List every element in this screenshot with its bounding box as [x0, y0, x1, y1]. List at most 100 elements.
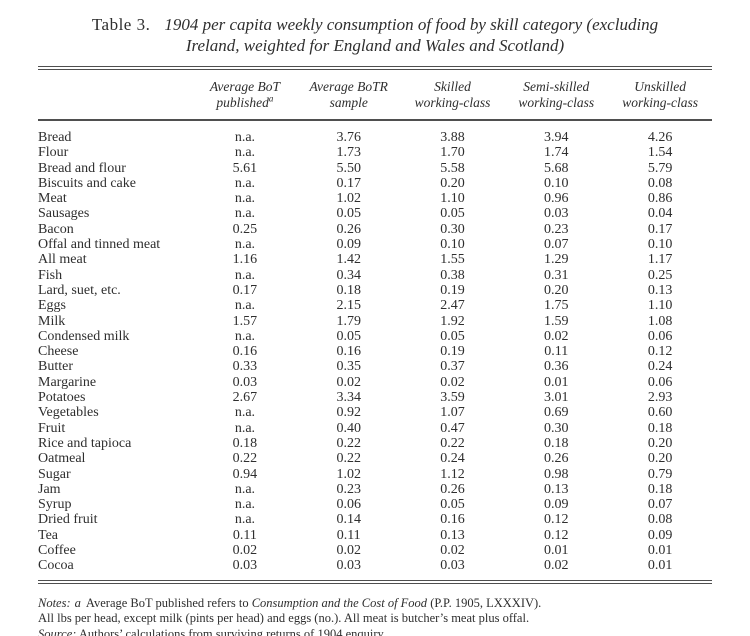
footnote-marker-a: a — [268, 93, 274, 104]
value-cell: 0.02 — [336, 543, 361, 559]
food-label: Oatmeal — [38, 451, 86, 467]
value-cell: 1.29 — [544, 252, 569, 268]
value-cell: 0.18 — [336, 282, 361, 298]
value-cell: 0.09 — [544, 497, 569, 513]
note-line-2: All lbs per head, except milk (pints per… — [38, 611, 530, 626]
value-cell: 0.02 — [440, 543, 465, 559]
food-label: Rice and tapioca — [38, 435, 132, 451]
value-cell: 0.20 — [647, 451, 673, 467]
value-cell: 0.26 — [440, 481, 465, 497]
table-row: Condensed milk n.a. 0.05 0.05 0.02 0.06 — [38, 329, 712, 344]
table-row: Biscuits and cake n.a. 0.17 0.20 0.10 0.08 — [38, 176, 712, 191]
table-row: Cheese 0.16 0.16 0.19 0.11 0.12 — [38, 344, 712, 359]
table-title-text-1: 1904 per capita weekly consumption of fo… — [164, 15, 659, 34]
value-cell: n.a. — [234, 497, 256, 513]
value-cell: 1.02 — [336, 191, 361, 207]
value-cell: 0.01 — [544, 543, 569, 559]
value-cell: 0.16 — [232, 344, 258, 360]
value-cell: 5.50 — [336, 160, 361, 176]
value-cell: 0.10 — [544, 175, 569, 191]
value-cell: 0.10 — [647, 237, 673, 253]
value-cell: n.a. — [234, 145, 256, 161]
value-cell: 0.17 — [336, 175, 361, 191]
table-row: Syrup n.a. 0.06 0.05 0.09 0.07 — [38, 497, 712, 512]
column-header-skilled: Skilled working-class — [400, 70, 505, 121]
food-label: Milk — [38, 313, 66, 329]
food-label: Lard, suet, etc. — [38, 282, 121, 298]
table-header: Average BoT publisheda Average BoTR samp… — [38, 70, 712, 121]
food-label: Fish — [38, 267, 63, 283]
food-label: All meat — [38, 252, 87, 268]
value-cell: 0.05 — [336, 206, 361, 222]
note-line-1: Notes: a Average BoT published refers to C… — [38, 595, 542, 610]
table-row: Flour n.a. 1.73 1.70 1.74 1.54 — [38, 145, 712, 160]
table-number: Table 3. — [91, 15, 151, 34]
value-cell: 2.47 — [440, 298, 465, 314]
value-cell: 1.10 — [440, 191, 465, 207]
column-header-empty — [38, 70, 194, 121]
value-cell: 1.79 — [336, 313, 361, 329]
value-cell: 0.22 — [336, 451, 361, 467]
value-cell: 0.25 — [647, 267, 673, 283]
food-label: Fruit — [38, 420, 66, 436]
value-cell: n.a. — [234, 298, 256, 314]
table-row: Cocoa 0.03 0.03 0.03 0.02 0.01 — [38, 558, 712, 579]
value-cell: 3.59 — [440, 390, 465, 406]
table-row: Coffee 0.02 0.02 0.02 0.01 0.01 — [38, 543, 712, 558]
food-label: Sugar — [38, 466, 71, 482]
value-cell: 2.93 — [647, 390, 673, 406]
value-cell: 3.76 — [336, 130, 361, 145]
value-cell: 0.24 — [440, 451, 465, 467]
value-cell: 0.98 — [544, 466, 569, 482]
value-cell: 0.03 — [544, 206, 569, 222]
value-cell: 0.01 — [544, 374, 569, 390]
value-cell: 0.03 — [440, 558, 465, 574]
value-cell: 0.69 — [544, 405, 569, 421]
value-cell: 0.30 — [440, 221, 465, 237]
value-cell: 0.86 — [647, 191, 673, 207]
food-label: Eggs — [38, 298, 66, 314]
value-cell: 0.79 — [647, 466, 673, 482]
table-row: Milk 1.57 1.79 1.92 1.59 1.08 — [38, 314, 712, 329]
food-label: Potatoes — [38, 390, 86, 406]
value-cell: 0.02 — [544, 328, 569, 344]
food-label: Bread — [38, 130, 72, 145]
food-label: Cocoa — [38, 558, 74, 574]
value-cell: 0.22 — [336, 435, 361, 451]
value-cell: 0.03 — [232, 558, 258, 574]
value-cell: 0.05 — [440, 328, 465, 344]
value-cell: 1.12 — [440, 466, 465, 482]
value-cell: 0.13 — [544, 481, 569, 497]
value-cell: 0.08 — [647, 175, 673, 191]
value-cell: 0.17 — [647, 221, 673, 237]
value-cell: 0.18 — [647, 420, 673, 436]
table-row: Bacon 0.25 0.26 0.30 0.23 0.17 — [38, 222, 712, 237]
column-header-avg-botr-sample: Average BoTR sample — [296, 70, 401, 121]
value-cell: 0.96 — [544, 191, 569, 207]
value-cell: 0.02 — [440, 374, 465, 390]
table-row: Meat n.a. 1.02 1.10 0.96 0.86 — [38, 191, 712, 206]
value-cell: 0.03 — [232, 374, 258, 390]
table-row: Eggs n.a. 2.15 2.47 1.75 1.10 — [38, 298, 712, 313]
value-cell: 0.26 — [336, 221, 361, 237]
value-cell: 0.20 — [647, 435, 673, 451]
value-cell: 2.15 — [336, 298, 361, 314]
value-cell: 0.05 — [440, 497, 465, 513]
table-row: Bread n.a. 3.76 3.88 3.94 4.26 — [38, 120, 712, 145]
value-cell: 0.13 — [440, 527, 465, 543]
food-label: Biscuits and cake — [38, 175, 136, 191]
table-row: Vegetables n.a. 0.92 1.07 0.69 0.60 — [38, 405, 712, 420]
value-cell: 1.74 — [544, 145, 569, 161]
value-cell: 0.09 — [336, 237, 361, 253]
value-cell: 3.01 — [544, 390, 569, 406]
value-cell: 0.07 — [647, 497, 673, 513]
value-cell: 0.09 — [647, 527, 673, 543]
value-cell: 5.68 — [544, 160, 569, 176]
value-cell: n.a. — [234, 191, 256, 207]
value-cell: 1.54 — [647, 145, 673, 161]
food-label: Margarine — [38, 374, 97, 390]
table-row: Fruit n.a. 0.40 0.47 0.30 0.18 — [38, 421, 712, 436]
value-cell: 0.18 — [647, 481, 673, 497]
value-cell: 0.11 — [232, 527, 257, 543]
value-cell: n.a. — [234, 328, 256, 344]
